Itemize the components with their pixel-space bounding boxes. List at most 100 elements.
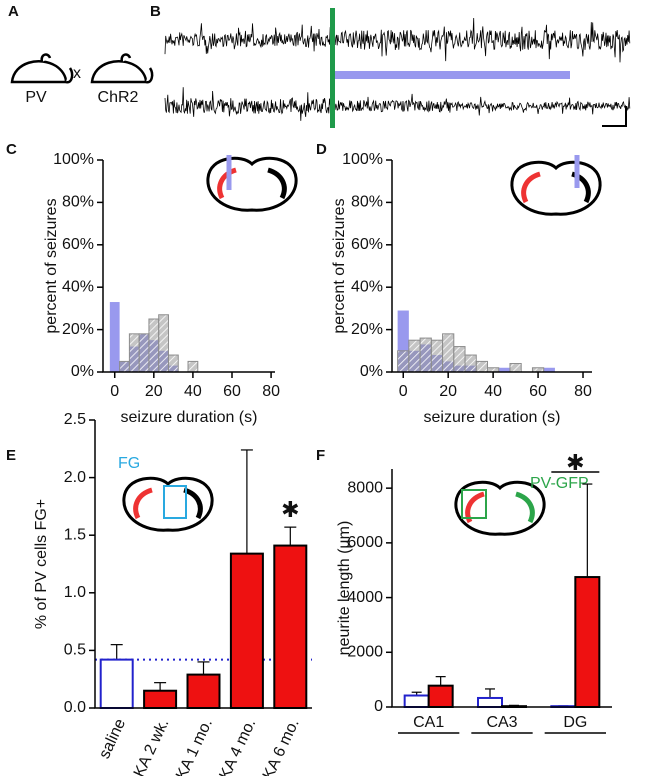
panel-letter: B: [150, 3, 161, 20]
histogram-bar: [109, 302, 120, 372]
x-tick-label: KA 4 mo.: [217, 716, 260, 776]
eeg-trace: [164, 17, 631, 63]
x-axis-label: seizure duration (s): [424, 409, 561, 426]
x-tick-label: saline: [96, 716, 129, 761]
panel-letter: E: [6, 447, 16, 464]
histogram-bar: [128, 333, 140, 373]
histogram-bar: [430, 339, 444, 373]
x-tick-label: CA1: [413, 714, 444, 731]
y-tick-label: 40%: [62, 278, 94, 295]
region-box: [163, 485, 187, 519]
x-tick-label: KA 2 wk.: [131, 716, 173, 776]
y-tick-label: 8000: [347, 479, 383, 496]
hippocampus: [217, 167, 237, 200]
y-tick-label: 60%: [351, 236, 383, 253]
histogram-bar: [408, 339, 421, 373]
significance-marker: ✱: [566, 450, 584, 475]
x-tick-label: 80: [262, 383, 280, 400]
mouse-label: ChR2: [98, 89, 139, 106]
bar: [273, 544, 308, 709]
hippocampus: [267, 167, 287, 200]
bar: [477, 696, 503, 708]
y-tick-label: 2000: [347, 644, 383, 661]
histogram-bar: [464, 354, 477, 373]
y-tick-label: 100%: [342, 151, 383, 168]
bar: [229, 552, 264, 710]
mouse-label: PV: [25, 89, 47, 106]
panel-letter: A: [8, 3, 19, 20]
histogram-bar: [442, 333, 455, 373]
x-tick-label: 40: [484, 383, 502, 400]
x-tick-label: 80: [574, 383, 592, 400]
x-tick-label: 20: [145, 383, 163, 400]
axis: [94, 420, 312, 709]
axis: [391, 160, 592, 373]
inset-label: PV-GFP: [530, 475, 589, 492]
bar: [99, 658, 134, 710]
x-tick-label: 0: [110, 383, 119, 400]
x-tick-label: 60: [223, 383, 241, 400]
hippocampus: [515, 491, 535, 524]
y-tick-label: 0: [374, 698, 383, 715]
bar: [427, 684, 454, 708]
axis: [102, 160, 275, 373]
histogram-bar: [397, 350, 410, 373]
y-tick-label: 2.0: [64, 469, 86, 486]
x-tick-label: 60: [529, 383, 547, 400]
hippocampus: [521, 171, 541, 204]
histogram-bar: [167, 354, 179, 373]
histogram-bar: [498, 367, 510, 372]
y-tick-label: 60%: [62, 236, 94, 253]
light-bar: [332, 71, 570, 79]
x-axis-label: seizure duration (s): [121, 409, 258, 426]
y-axis-label: neurite length (µm): [336, 521, 353, 656]
histogram-bar: [119, 360, 130, 373]
histogram-bar: [148, 318, 160, 373]
x-tick-label: 40: [184, 383, 202, 400]
x-tick-label: 0: [399, 383, 408, 400]
eeg-trace: [164, 87, 631, 121]
y-axis-label: percent of seizures: [43, 198, 60, 333]
x-tick-label: DG: [563, 714, 587, 731]
significance-marker: ✱: [281, 497, 299, 522]
y-tick-label: 40%: [351, 278, 383, 295]
panel-letter: F: [316, 447, 325, 464]
histogram-bar: [138, 333, 150, 373]
scale-bar: [602, 106, 627, 127]
histogram-bar: [543, 367, 555, 372]
y-axis-label: percent of seizures: [331, 198, 348, 333]
inset-label: FG: [118, 455, 140, 472]
panel-letter: D: [316, 141, 327, 158]
bar: [574, 576, 601, 709]
histogram-bar: [419, 337, 432, 373]
panel-letter: C: [6, 141, 17, 158]
histogram-bar: [158, 314, 169, 373]
stimulus-onset: [330, 8, 335, 128]
x-tick-label: 20: [439, 383, 457, 400]
x-tick-label: KA 6 mo.: [260, 716, 303, 776]
y-tick-label: 1.5: [64, 526, 86, 543]
histogram-bar: [475, 360, 489, 373]
hippocampus: [133, 487, 153, 520]
cross-label: x: [73, 65, 81, 82]
bar: [143, 689, 178, 709]
histogram-bar: [509, 363, 522, 373]
histogram-bar: [397, 310, 409, 372]
y-tick-label: 0.0: [64, 699, 86, 716]
y-axis-label: % of PV cells FG+: [33, 499, 50, 629]
y-tick-label: 80%: [62, 194, 94, 211]
region-box: [461, 489, 487, 519]
y-tick-label: 0.5: [64, 642, 86, 659]
axis: [391, 469, 612, 708]
y-tick-label: 0%: [71, 363, 94, 380]
histogram-bar: [453, 346, 466, 373]
y-tick-label: 6000: [347, 534, 383, 551]
y-tick-label: 20%: [62, 321, 94, 338]
hippocampus: [183, 487, 203, 520]
y-tick-label: 20%: [351, 321, 383, 338]
histogram-bar: [187, 360, 199, 373]
y-tick-label: 4000: [347, 589, 383, 606]
bar: [403, 694, 430, 708]
mouse-icon: [10, 53, 154, 84]
